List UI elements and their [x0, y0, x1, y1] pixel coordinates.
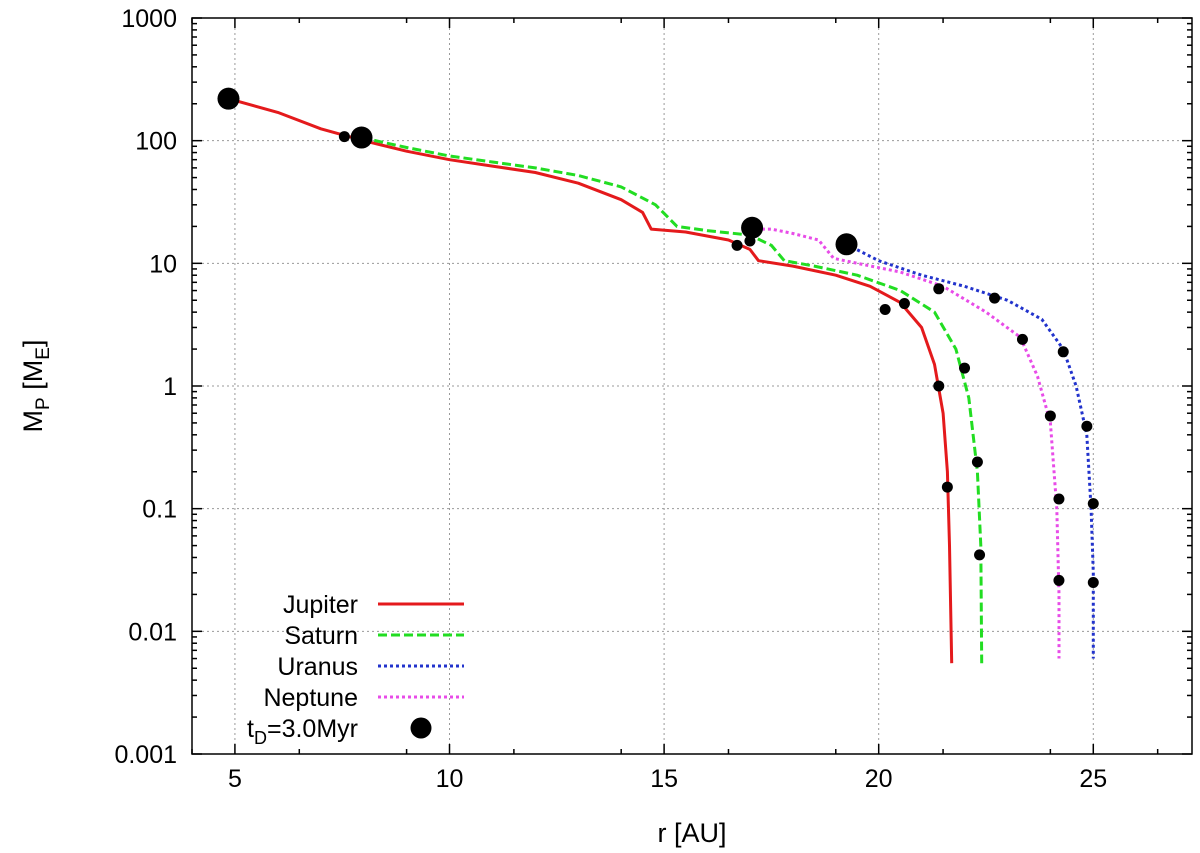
marker-large: [217, 87, 240, 110]
marker-small: [971, 456, 983, 468]
marker-small: [898, 298, 910, 310]
x-tick-label-15: 15: [650, 765, 678, 793]
marker-small: [1016, 333, 1028, 345]
tick-labels: 5 10 15 20 25 0.001 0.01 0.1 1 10 100 1000: [114, 5, 1107, 793]
x-tick-label-20: 20: [865, 765, 893, 793]
series-line-uranus: [845, 242, 1095, 659]
series-layer: [228, 97, 1095, 664]
marker-small: [1087, 577, 1099, 589]
y-tick-label-1000: 1000: [121, 5, 177, 33]
ticks: [191, 17, 1192, 755]
markers-layer: [217, 87, 1099, 589]
legend-disk-time-sub: D: [254, 728, 267, 748]
marker-small: [1057, 346, 1069, 358]
y-tick-label-0.01: 0.01: [128, 618, 177, 646]
marker-small: [959, 362, 971, 374]
marker-large: [741, 216, 764, 239]
legend: Jupiter Saturn Uranus Neptune tD=3.0Myr: [247, 591, 464, 748]
marker-small: [1087, 498, 1099, 510]
x-axis-title: r [AU]: [657, 818, 726, 848]
marker-small: [1044, 410, 1056, 422]
y-tick-label-0.1: 0.1: [142, 496, 177, 524]
y-axis-title-end: ]: [18, 340, 48, 348]
y-tick-label-0.001: 0.001: [114, 741, 177, 769]
y-axis-title-sub2: E: [33, 347, 54, 360]
marker-large: [350, 126, 373, 149]
legend-label-saturn: Saturn: [284, 622, 358, 650]
marker-small: [731, 239, 743, 251]
legend-label-neptune: Neptune: [263, 684, 358, 712]
legend-disk-time-rest: =3.0Myr: [267, 715, 358, 743]
y-axis-title-main: M: [18, 410, 48, 433]
y-axis-title-mid: [M: [18, 360, 48, 398]
y-axis-title-sub1: P: [33, 397, 54, 410]
marker-small: [989, 292, 1001, 304]
legend-label-jupiter: Jupiter: [283, 591, 358, 619]
marker-small: [1053, 574, 1065, 586]
legend-label-disk-time: tD=3.0Myr: [247, 715, 358, 748]
marker-small: [933, 380, 945, 392]
series-line-jupiter: [228, 97, 954, 664]
marker-large: [835, 233, 858, 256]
marker-small: [933, 283, 945, 295]
y-tick-label-100: 100: [135, 128, 177, 156]
marker-small: [879, 304, 891, 316]
legend-marker-large: [410, 717, 432, 739]
marker-small: [941, 481, 953, 493]
x-tick-label-10: 10: [436, 765, 464, 793]
x-tick-label-5: 5: [228, 765, 242, 793]
marker-small: [1081, 420, 1093, 432]
y-tick-label-10: 10: [149, 250, 177, 278]
marker-small: [974, 549, 986, 561]
y-tick-label-1: 1: [163, 373, 177, 401]
legend-label-uranus: Uranus: [277, 653, 358, 681]
series-line-saturn: [361, 136, 984, 664]
legend-disk-time-main: t: [247, 715, 254, 743]
marker-small: [338, 131, 350, 143]
x-tick-label-25: 25: [1079, 765, 1107, 793]
marker-small: [1053, 493, 1065, 505]
y-axis-title: MP [ME]: [18, 340, 54, 433]
